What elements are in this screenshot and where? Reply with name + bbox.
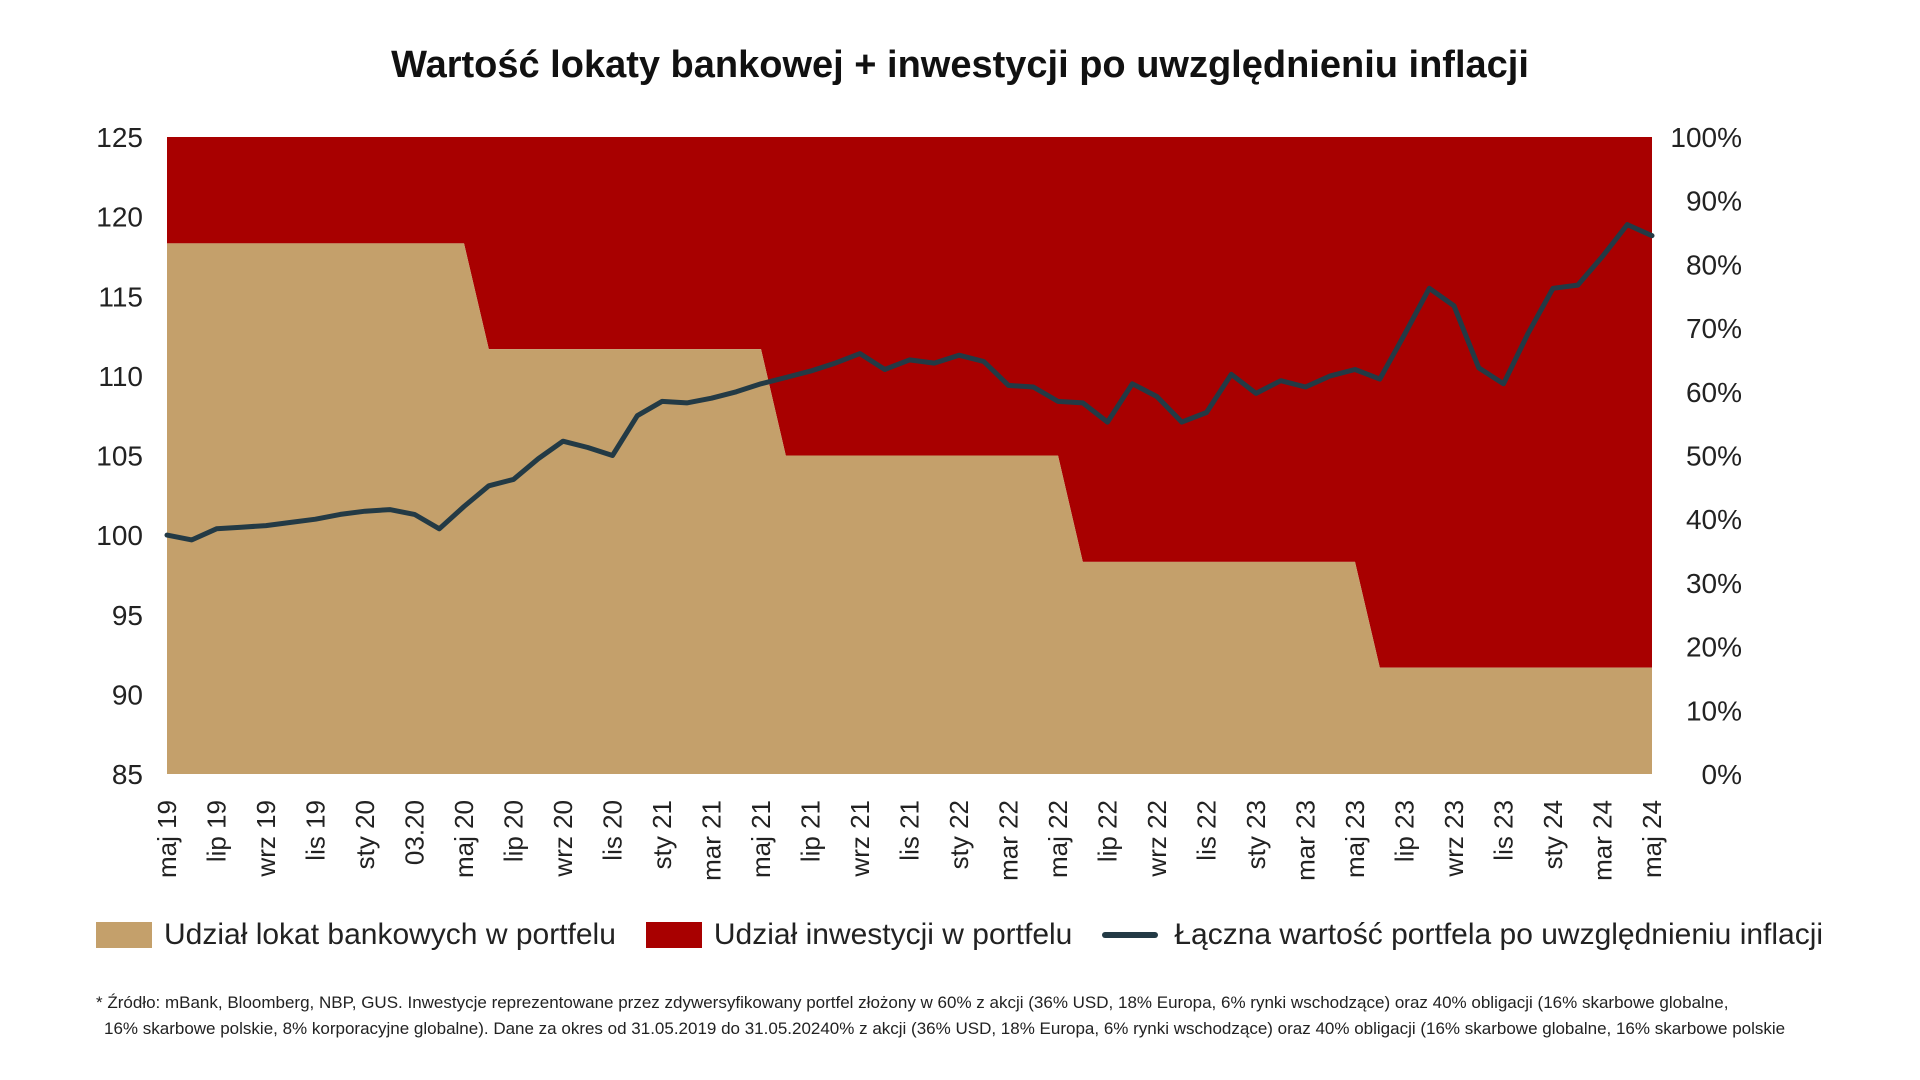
x-tick-label: maj 19 [152,800,182,878]
x-tick-label: lip 21 [796,800,826,862]
x-tick-label: wrz 22 [1142,800,1172,878]
x-tick-label: mar 21 [697,800,727,881]
left-tick-label: 90 [112,679,143,710]
right-tick-label: 20% [1686,632,1742,663]
left-tick-label: 110 [98,361,143,392]
investments-area [167,137,1652,668]
x-tick-label: maj 20 [449,800,479,878]
portfolio-line-swatch [1102,932,1159,938]
legend-label-portfolio-value: Łączna wartość portfela po uwzględnieniu… [1174,918,1824,951]
x-tick-label: lis 22 [1192,800,1222,861]
right-tick-label: 100% [1670,122,1742,153]
left-tick-label: 100 [96,520,143,551]
stacked-areas [167,137,1652,774]
x-tick-label: maj 24 [1637,800,1667,878]
investments-swatch [645,922,702,948]
x-tick-label: maj 22 [1043,800,1073,878]
x-tick-label: wrz 20 [548,800,578,878]
x-tick-label: wrz 19 [251,800,281,878]
left-axis: 85 90 95 100 105 110 115 120 125 [96,122,143,790]
footnote-line-1: * Źródło: mBank, Bloomberg, NBP, GUS. In… [96,993,1729,1012]
legend-label-investments: Udział inwestycji w portfelu [713,918,1073,951]
x-tick-label: 03.20 [400,800,430,865]
x-tick-label: lip 22 [1093,800,1123,862]
right-tick-label: 60% [1686,377,1742,408]
deposits-area [167,243,1652,774]
x-tick-label: mar 24 [1588,800,1618,881]
x-tick-label: lip 20 [499,800,529,862]
x-tick-label: wrz 21 [845,800,875,878]
x-tick-label: lip 23 [1390,800,1420,862]
footnote-line-2: 16% skarbowe polskie, 8% korporacyjne gl… [104,1019,1786,1038]
left-tick-label: 85 [112,759,143,790]
chart-title: Wartość lokaty bankowej + inwestycji po … [391,44,1529,86]
x-tick-label: lis 23 [1489,800,1519,861]
footnote: * Źródło: mBank, Bloomberg, NBP, GUS. In… [96,990,1856,1042]
right-tick-label: 70% [1686,313,1742,344]
legend-item-deposits: Udział lokat bankowych w portfelu [96,918,616,952]
x-tick-label: maj 21 [746,800,776,878]
x-tick-label: lis 21 [895,800,925,861]
deposits-swatch [96,922,152,948]
x-tick-label: sty 24 [1538,800,1568,869]
x-tick-label: mar 23 [1291,800,1321,881]
x-tick-label: lip 19 [202,800,232,862]
right-axis: 0% 10% 20% 30% 40% 50% 60% 70% 80% 90% 100% [1670,122,1742,790]
x-axis: maj 19 lip 19 wrz 19 lis 19 sty 20 03.20 maj 2… [152,800,1667,881]
right-tick-label: 0% [1702,759,1742,790]
right-tick-label: 40% [1686,504,1742,535]
portfolio-value-line [164,222,1655,543]
left-tick-label: 115 [98,281,143,312]
legend: Udział lokat bankowych w portfelu Udział… [96,918,1853,952]
right-tick-label: 80% [1686,249,1742,280]
portfolio-line-layer [164,222,1655,543]
right-tick-label: 30% [1686,568,1742,599]
x-tick-label: mar 22 [994,800,1024,881]
x-tick-label: lis 20 [598,800,628,861]
x-tick-label: maj 23 [1340,800,1370,878]
left-tick-label: 125 [96,122,143,153]
left-tick-label: 105 [96,441,143,472]
legend-label-deposits: Udział lokat bankowych w portfelu [164,918,616,951]
left-tick-label: 95 [112,600,143,631]
x-tick-label: sty 20 [350,800,380,869]
right-tick-label: 50% [1686,441,1742,472]
left-tick-label: 120 [96,202,143,233]
legend-item-investments: Udział inwestycji w portfelu [645,918,1073,952]
x-tick-label: sty 21 [647,800,677,869]
x-tick-label: wrz 23 [1439,800,1469,878]
x-tick-label: sty 22 [944,800,974,869]
legend-item-portfolio-value: Łączna wartość portfela po uwzględnieniu… [1102,918,1823,952]
x-tick-label: sty 23 [1241,800,1271,869]
x-tick-label: lis 19 [301,800,331,861]
right-tick-label: 10% [1686,695,1742,726]
right-tick-label: 90% [1686,186,1742,217]
